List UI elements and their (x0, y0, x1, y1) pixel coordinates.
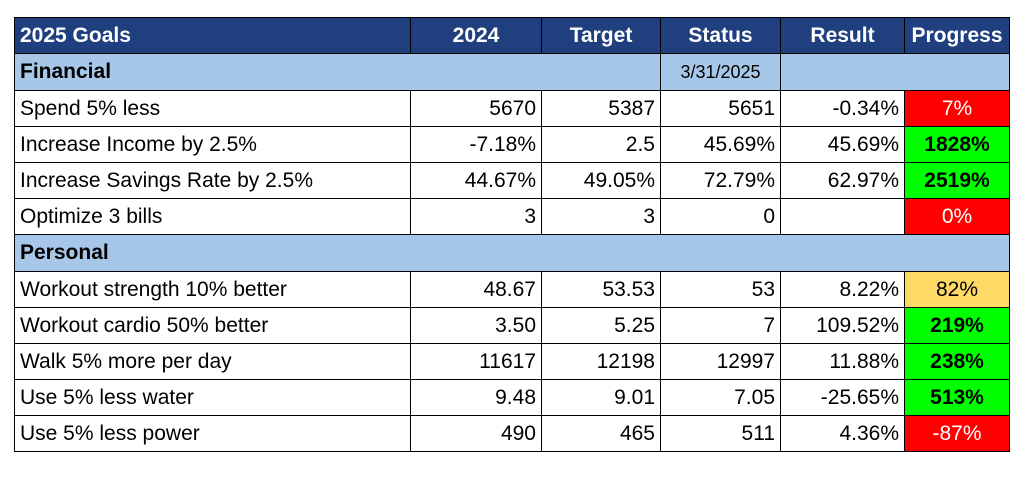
status-cell: 53 (660, 271, 781, 308)
table-row: Increase Income by 2.5% -7.18% 2.5 45.69% 45… (14, 126, 1010, 163)
progress-cell: 513% (904, 379, 1010, 416)
result-cell: 109.52% (780, 307, 905, 344)
progress-cell: -87% (904, 415, 1010, 452)
target-cell: 9.01 (541, 379, 661, 416)
table-row: Workout strength 10% better 48.67 53.53 53 8… (14, 271, 1010, 308)
value-2024-cell: 48.67 (410, 271, 542, 308)
header-status: Status (660, 17, 781, 54)
value-2024-cell: 3.50 (410, 307, 542, 344)
status-cell: 0 (660, 198, 781, 235)
target-cell: 12198 (541, 343, 661, 380)
goal-cell: Optimize 3 bills (14, 198, 411, 235)
goal-cell: Use 5% less water (14, 379, 411, 416)
goals-table: 2025 Goals 2024 Target Status Result Pro… (14, 17, 1010, 452)
table-row: Walk 5% more per day 11617 12198 12997 11.88… (14, 343, 1010, 380)
result-cell: 62.97% (780, 162, 905, 199)
progress-cell: 82% (904, 271, 1010, 308)
goal-cell: Increase Income by 2.5% (14, 126, 411, 163)
result-cell: 8.22% (780, 271, 905, 308)
table-body: Financial 3/31/2025 Spend 5% less 5670 538… (14, 53, 1010, 452)
result-cell: -0.34% (780, 90, 905, 127)
status-cell: 7 (660, 307, 781, 344)
result-cell: 45.69% (780, 126, 905, 163)
result-cell: 4.36% (780, 415, 905, 452)
header-result: Result (780, 17, 905, 54)
progress-cell: 7% (904, 90, 1010, 127)
status-cell: 511 (660, 415, 781, 452)
status-cell: 12997 (660, 343, 781, 380)
result-cell: -25.65% (780, 379, 905, 416)
goal-cell: Increase Savings Rate by 2.5% (14, 162, 411, 199)
table-row: Optimize 3 bills 3 3 0 0% (14, 198, 1010, 235)
target-cell: 5387 (541, 90, 661, 127)
value-2024-cell: 11617 (410, 343, 542, 380)
target-cell: 5.25 (541, 307, 661, 344)
progress-cell: 238% (904, 343, 1010, 380)
value-2024-cell: -7.18% (410, 126, 542, 163)
section-row-personal: Personal (14, 234, 1010, 272)
progress-cell: 1828% (904, 126, 1010, 163)
progress-cell: 2519% (904, 162, 1010, 199)
header-goals: 2025 Goals (14, 17, 411, 54)
goal-cell: Use 5% less power (14, 415, 411, 452)
status-cell: 72.79% (660, 162, 781, 199)
status-cell: 5651 (660, 90, 781, 127)
result-cell (780, 198, 905, 235)
header-2024: 2024 (410, 17, 542, 54)
status-cell: 45.69% (660, 126, 781, 163)
progress-cell: 219% (904, 307, 1010, 344)
table-row: Use 5% less power 490 465 511 4.36% -87% (14, 415, 1010, 452)
value-2024-cell: 490 (410, 415, 542, 452)
table-row: Use 5% less water 9.48 9.01 7.05 -25.65% 513% (14, 379, 1010, 416)
goal-cell: Workout strength 10% better (14, 271, 411, 308)
section-filler (780, 53, 1010, 91)
value-2024-cell: 44.67% (410, 162, 542, 199)
table-row: Spend 5% less 5670 5387 5651 -0.34% 7% (14, 90, 1010, 127)
target-cell: 53.53 (541, 271, 661, 308)
value-2024-cell: 9.48 (410, 379, 542, 416)
value-2024-cell: 5670 (410, 90, 542, 127)
table-row: Workout cardio 50% better 3.50 5.25 7 109.52… (14, 307, 1010, 344)
value-2024-cell: 3 (410, 198, 542, 235)
status-date: 3/31/2025 (660, 53, 781, 91)
progress-cell: 0% (904, 198, 1010, 235)
target-cell: 465 (541, 415, 661, 452)
section-title-personal: Personal (14, 234, 1010, 272)
section-row-financial: Financial 3/31/2025 (14, 53, 1010, 91)
header-row: 2025 Goals 2024 Target Status Result Pro… (14, 17, 1010, 54)
header-target: Target (541, 17, 661, 54)
target-cell: 2.5 (541, 126, 661, 163)
goal-cell: Spend 5% less (14, 90, 411, 127)
table-row: Increase Savings Rate by 2.5% 44.67% 49.05… (14, 162, 1010, 199)
target-cell: 49.05% (541, 162, 661, 199)
goal-cell: Walk 5% more per day (14, 343, 411, 380)
status-cell: 7.05 (660, 379, 781, 416)
section-title-financial: Financial (14, 53, 661, 91)
header-progress: Progress (904, 17, 1010, 54)
result-cell: 11.88% (780, 343, 905, 380)
goal-cell: Workout cardio 50% better (14, 307, 411, 344)
target-cell: 3 (541, 198, 661, 235)
